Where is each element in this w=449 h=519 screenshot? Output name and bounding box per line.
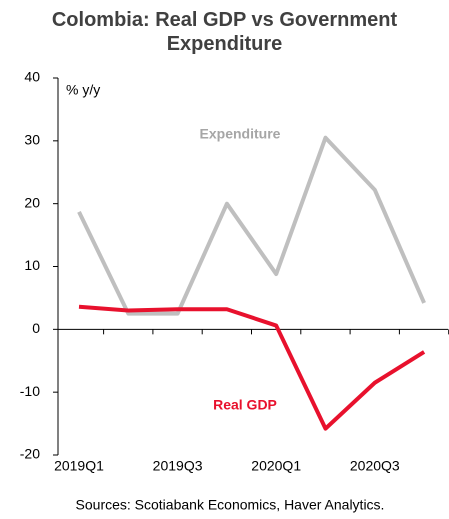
y-tick-label: 20: [24, 194, 40, 210]
y-tick-label: 40: [24, 69, 40, 85]
x-tick-label: 2019Q3: [153, 458, 203, 474]
y-tick-label: -10: [20, 383, 40, 399]
y-tick-label: -20: [20, 446, 40, 462]
source: Sources: Scotiabank Economics, Haver Ana…: [76, 497, 385, 513]
chart-title: Colombia: Real GDP vs Government Expendi…: [51, 9, 398, 55]
y-tick-label: 10: [24, 257, 40, 273]
x-tick-label: 2019Q1: [54, 458, 104, 474]
x-tick-label: 2020Q3: [350, 458, 400, 474]
x-tick-label: 2020Q1: [251, 458, 301, 474]
series-label: Expenditure: [200, 126, 281, 142]
y-tick-label: 0: [32, 320, 40, 336]
series-line: [78, 304, 426, 431]
series-line: [77, 135, 426, 316]
series-label: Real GDP: [213, 397, 277, 413]
y-axis-label: % y/y: [66, 82, 100, 98]
y-tick-label: 30: [24, 132, 40, 148]
